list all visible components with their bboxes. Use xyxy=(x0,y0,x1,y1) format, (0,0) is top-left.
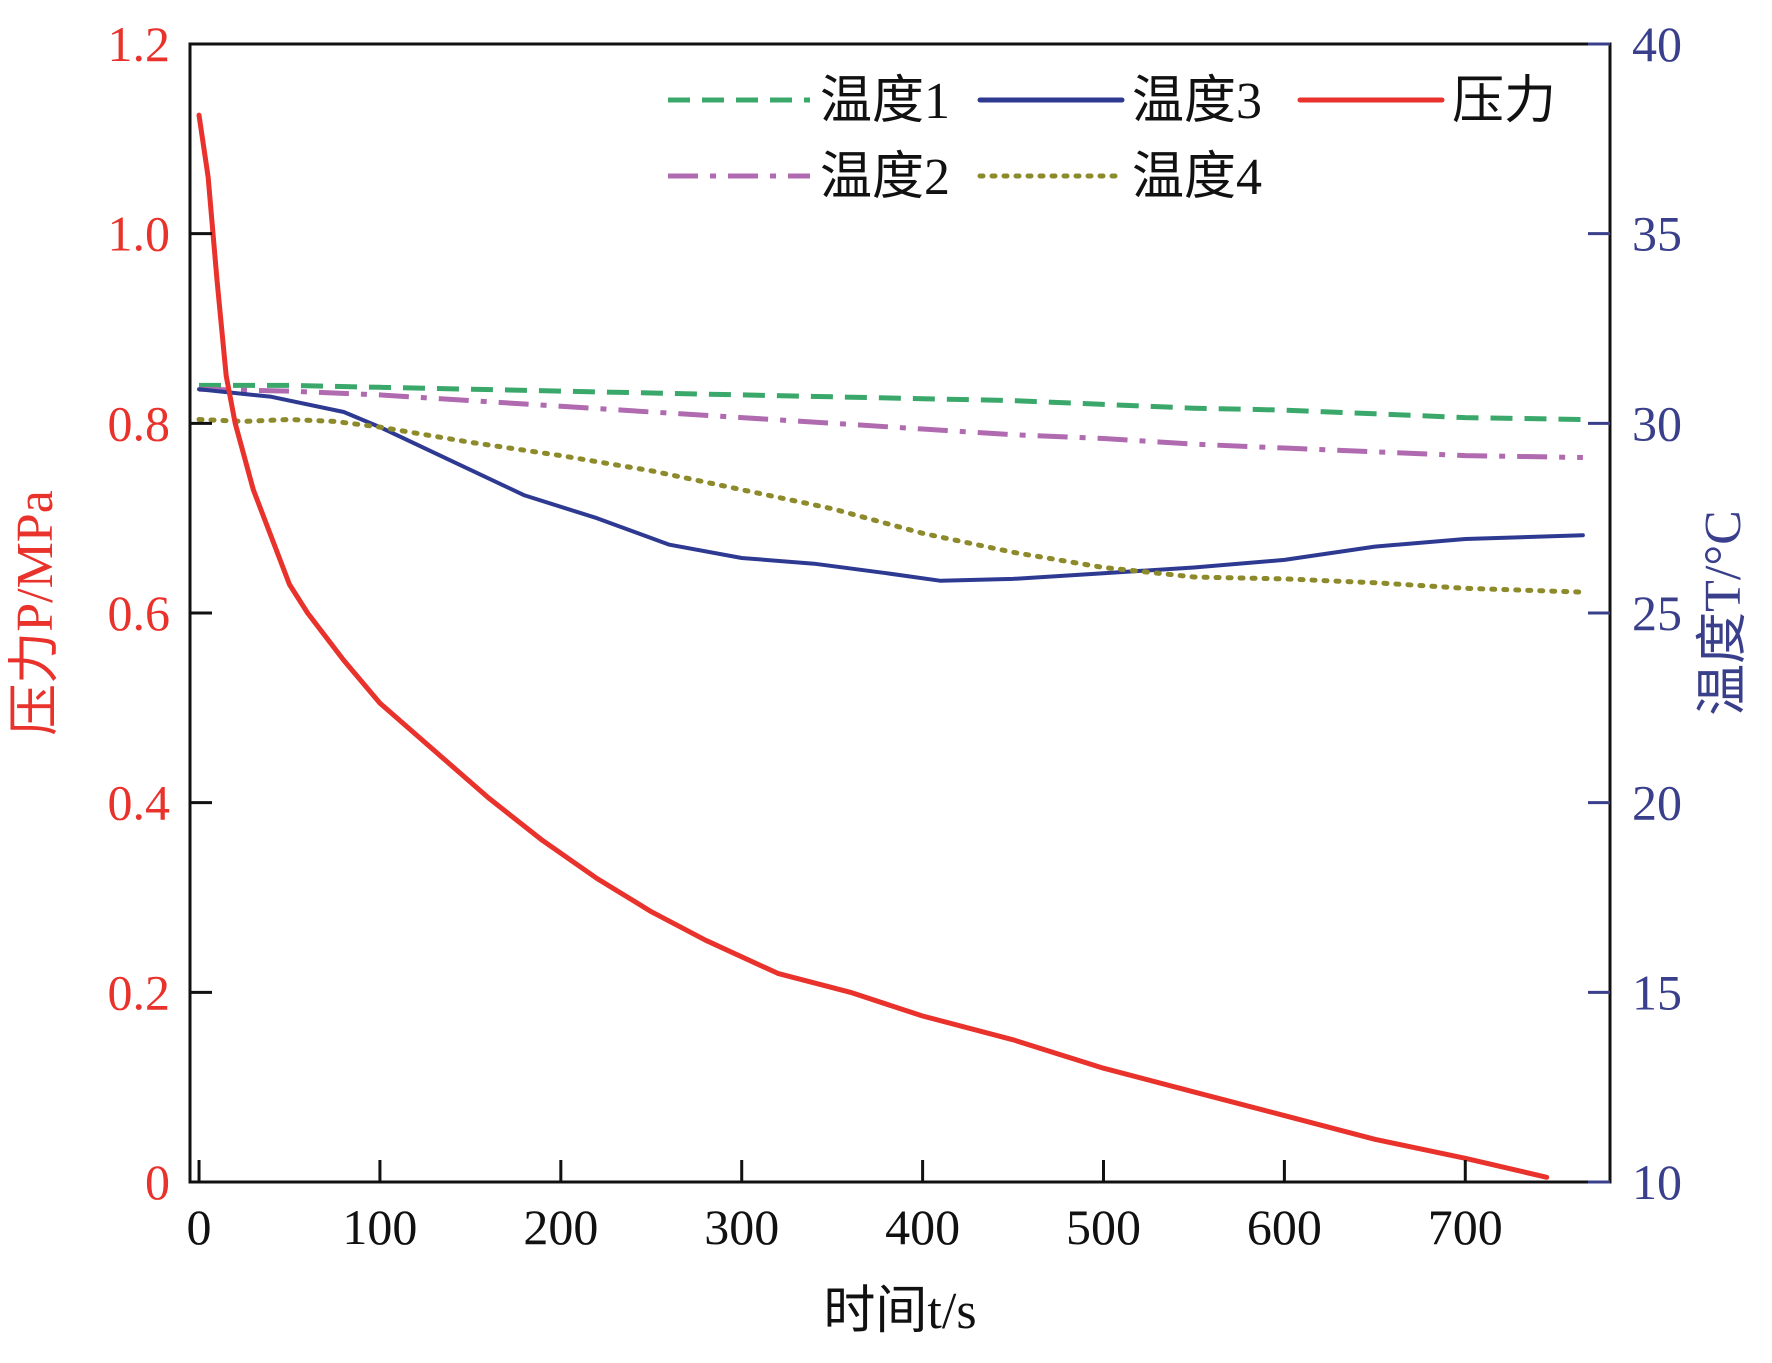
left-axis-title: 压力P/MPa xyxy=(7,490,64,736)
right-y-tick-label: 15 xyxy=(1632,964,1682,1020)
x-tick-label: 0 xyxy=(187,1199,212,1255)
x-tick-label: 200 xyxy=(523,1199,598,1255)
x-tick-label: 500 xyxy=(1066,1199,1141,1255)
left-y-tick-label: 0.6 xyxy=(108,585,171,641)
legend-label-temp1: 温度1 xyxy=(820,73,950,130)
x-tick-label: 400 xyxy=(885,1199,960,1255)
left-y-tick-label: 0.8 xyxy=(108,395,171,451)
right-y-tick-label: 10 xyxy=(1632,1154,1682,1210)
right-y-tick-label: 35 xyxy=(1632,206,1682,262)
ticks-layer: 0 100 200 300 400 500 600 700 0 0.2 0.4 0.6 0.8 1.0 1.… xyxy=(108,16,1683,1255)
right-y-tick-label: 20 xyxy=(1632,775,1682,831)
left-y-tick-label: 1.0 xyxy=(108,206,171,262)
right-y-tick-label: 25 xyxy=(1632,585,1682,641)
legend-label-temp4: 温度4 xyxy=(1132,149,1262,206)
x-tick-label: 300 xyxy=(704,1199,779,1255)
series-line-temp1 xyxy=(199,382,1583,422)
left-y-tick-label: 0 xyxy=(145,1154,170,1210)
left-y-tick-label: 0.4 xyxy=(108,775,171,831)
legend-label-temp3: 温度3 xyxy=(1132,73,1262,130)
legend-label-temp2: 温度2 xyxy=(820,149,950,206)
x-axis-title: 时间t/s xyxy=(823,1283,976,1340)
left-y-tick-label: 0.2 xyxy=(108,964,171,1020)
right-axis-title: 温度T/°C xyxy=(1695,510,1752,716)
right-y-tick-label: 30 xyxy=(1632,395,1682,451)
x-tick-label: 600 xyxy=(1247,1199,1322,1255)
series-line-temp4 xyxy=(196,417,1586,595)
series-line-pressure xyxy=(196,112,1550,1180)
legend-label-pressure: 压力 xyxy=(1452,73,1556,130)
x-tick-label: 700 xyxy=(1428,1199,1503,1255)
series-line-temp2 xyxy=(198,386,1583,460)
right-y-tick-label: 40 xyxy=(1632,16,1682,72)
series-layer xyxy=(196,112,1586,1180)
left-y-tick-label: 1.2 xyxy=(108,16,171,72)
x-tick-label: 100 xyxy=(342,1199,417,1255)
